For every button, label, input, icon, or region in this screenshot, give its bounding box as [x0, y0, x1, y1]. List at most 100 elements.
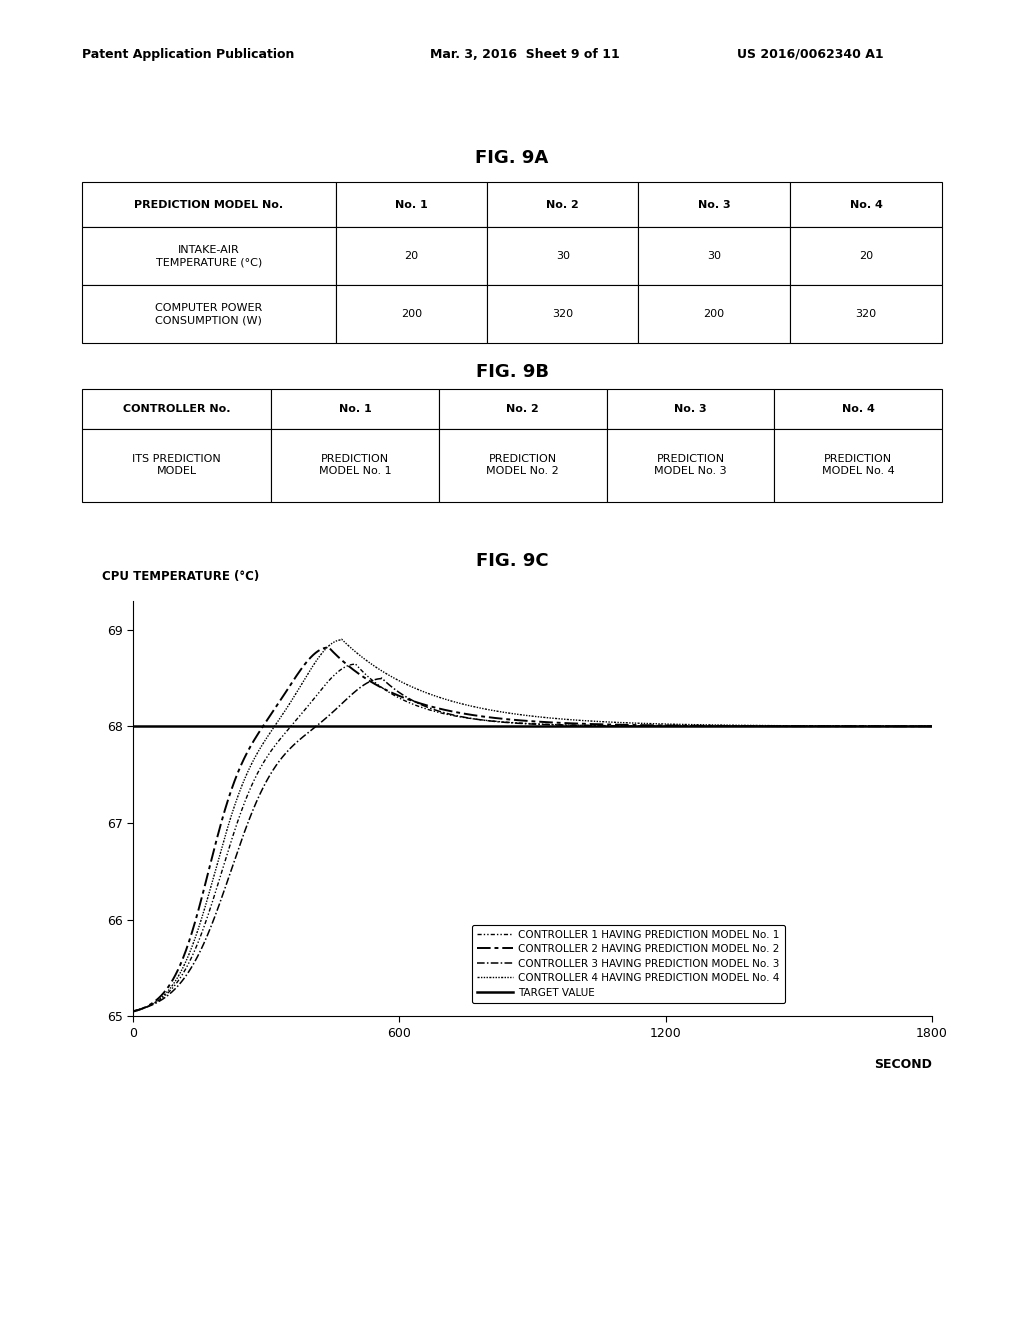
CONTROLLER 3 HAVING PREDICTION MODEL No. 3: [168, 982, 180, 998]
Bar: [336, 227, 487, 285]
Text: No. 2: No. 2: [507, 404, 539, 414]
Bar: [82, 285, 336, 343]
Bar: [336, 285, 487, 343]
CONTROLLER 4 HAVING PREDICTION MODEL No. 4: [127, 1003, 139, 1019]
Bar: [271, 389, 439, 429]
CONTROLLER 1 HAVING PREDICTION MODEL No. 1: [127, 1003, 139, 1019]
CONTROLLER 4 HAVING PREDICTION MODEL No. 4: [495, 704, 507, 719]
CONTROLLER 1 HAVING PREDICTION MODEL No. 1: [516, 715, 528, 731]
Text: Patent Application Publication: Patent Application Publication: [82, 48, 294, 61]
Bar: [271, 429, 439, 502]
Text: FIG. 9A: FIG. 9A: [475, 149, 549, 168]
Text: 20: 20: [859, 251, 873, 261]
Bar: [336, 182, 487, 227]
CONTROLLER 2 HAVING PREDICTION MODEL No. 2: [902, 718, 914, 734]
CONTROLLER 2 HAVING PREDICTION MODEL No. 2: [516, 713, 528, 729]
Text: INTAKE-AIR
TEMPERATURE (°C): INTAKE-AIR TEMPERATURE (°C): [156, 246, 262, 267]
CONTROLLER 3 HAVING PREDICTION MODEL No. 3: [903, 718, 915, 734]
Text: No. 4: No. 4: [850, 199, 883, 210]
Bar: [487, 227, 638, 285]
Text: PREDICTION
MODEL No. 4: PREDICTION MODEL No. 4: [822, 454, 895, 477]
Text: 320: 320: [552, 309, 573, 319]
Bar: [439, 389, 606, 429]
CONTROLLER 3 HAVING PREDICTION MODEL No. 3: [516, 715, 528, 731]
Bar: [487, 182, 638, 227]
Legend: CONTROLLER 1 HAVING PREDICTION MODEL No. 1, CONTROLLER 2 HAVING PREDICTION MODEL: CONTROLLER 1 HAVING PREDICTION MODEL No.…: [472, 924, 785, 1003]
CONTROLLER 1 HAVING PREDICTION MODEL No. 1: [168, 978, 180, 994]
Text: No. 3: No. 3: [697, 199, 730, 210]
Text: CONTROLLER No.: CONTROLLER No.: [123, 404, 230, 414]
Bar: [606, 429, 774, 502]
CONTROLLER 2 HAVING PREDICTION MODEL No. 2: [495, 710, 507, 726]
Text: US 2016/0062340 A1: US 2016/0062340 A1: [737, 48, 884, 61]
Line: CONTROLLER 4 HAVING PREDICTION MODEL No. 4: CONTROLLER 4 HAVING PREDICTION MODEL No.…: [133, 639, 932, 1011]
Text: 200: 200: [400, 309, 422, 319]
Text: ITS PREDICTION
MODEL: ITS PREDICTION MODEL: [132, 454, 221, 477]
CONTROLLER 2 HAVING PREDICTION MODEL No. 2: [127, 1003, 139, 1019]
Bar: [774, 389, 942, 429]
Text: 320: 320: [855, 309, 877, 319]
Text: 30: 30: [708, 251, 721, 261]
Text: FIG. 9B: FIG. 9B: [475, 363, 549, 381]
CONTROLLER 4 HAVING PREDICTION MODEL No. 4: [168, 975, 180, 991]
CONTROLLER 3 HAVING PREDICTION MODEL No. 3: [127, 1003, 139, 1019]
Bar: [82, 389, 271, 429]
Text: Mar. 3, 2016  Sheet 9 of 11: Mar. 3, 2016 Sheet 9 of 11: [430, 48, 620, 61]
Line: CONTROLLER 3 HAVING PREDICTION MODEL No. 3: CONTROLLER 3 HAVING PREDICTION MODEL No.…: [133, 678, 932, 1011]
Text: PREDICTION
MODEL No. 1: PREDICTION MODEL No. 1: [318, 454, 391, 477]
CONTROLLER 4 HAVING PREDICTION MODEL No. 4: [926, 718, 938, 734]
CONTROLLER 4 HAVING PREDICTION MODEL No. 4: [903, 718, 915, 734]
CONTROLLER 4 HAVING PREDICTION MODEL No. 4: [336, 631, 348, 647]
Text: No. 1: No. 1: [395, 199, 428, 210]
Text: No. 3: No. 3: [674, 404, 707, 414]
Bar: [606, 389, 774, 429]
CONTROLLER 3 HAVING PREDICTION MODEL No. 3: [757, 718, 769, 734]
Text: 200: 200: [703, 309, 725, 319]
CONTROLLER 1 HAVING PREDICTION MODEL No. 1: [495, 714, 507, 730]
Bar: [82, 227, 336, 285]
Text: No. 1: No. 1: [339, 404, 372, 414]
Bar: [82, 182, 336, 227]
CONTROLLER 1 HAVING PREDICTION MODEL No. 1: [757, 718, 769, 734]
Bar: [82, 429, 271, 502]
Line: CONTROLLER 2 HAVING PREDICTION MODEL No. 2: CONTROLLER 2 HAVING PREDICTION MODEL No.…: [133, 647, 932, 1011]
Text: PREDICTION
MODEL No. 3: PREDICTION MODEL No. 3: [654, 454, 727, 477]
Text: 20: 20: [404, 251, 419, 261]
CONTROLLER 2 HAVING PREDICTION MODEL No. 2: [323, 639, 335, 655]
CONTROLLER 4 HAVING PREDICTION MODEL No. 4: [757, 718, 769, 734]
Bar: [638, 285, 790, 343]
CONTROLLER 3 HAVING PREDICTION MODEL No. 3: [926, 718, 938, 734]
Bar: [790, 227, 942, 285]
CONTROLLER 1 HAVING PREDICTION MODEL No. 1: [349, 656, 361, 672]
Text: PREDICTION MODEL No.: PREDICTION MODEL No.: [134, 199, 284, 210]
CONTROLLER 3 HAVING PREDICTION MODEL No. 3: [495, 714, 507, 730]
CONTROLLER 1 HAVING PREDICTION MODEL No. 1: [926, 718, 938, 734]
Bar: [638, 227, 790, 285]
CONTROLLER 3 HAVING PREDICTION MODEL No. 3: [376, 671, 388, 686]
CONTROLLER 2 HAVING PREDICTION MODEL No. 2: [757, 718, 769, 734]
Bar: [790, 182, 942, 227]
TARGET VALUE: [127, 718, 139, 734]
Text: No. 4: No. 4: [842, 404, 874, 414]
TARGET VALUE: [127, 718, 139, 734]
CONTROLLER 2 HAVING PREDICTION MODEL No. 2: [903, 718, 915, 734]
CONTROLLER 1 HAVING PREDICTION MODEL No. 1: [903, 718, 915, 734]
Bar: [439, 429, 606, 502]
Bar: [774, 429, 942, 502]
CONTROLLER 3 HAVING PREDICTION MODEL No. 3: [902, 718, 914, 734]
Line: CONTROLLER 1 HAVING PREDICTION MODEL No. 1: CONTROLLER 1 HAVING PREDICTION MODEL No.…: [133, 664, 932, 1011]
Text: FIG. 9C: FIG. 9C: [476, 552, 548, 570]
CONTROLLER 2 HAVING PREDICTION MODEL No. 2: [926, 718, 938, 734]
Text: SECOND: SECOND: [873, 1059, 932, 1071]
Text: 30: 30: [556, 251, 569, 261]
Bar: [487, 285, 638, 343]
Bar: [790, 285, 942, 343]
CONTROLLER 4 HAVING PREDICTION MODEL No. 4: [516, 708, 528, 723]
Text: CPU TEMPERATURE (°C): CPU TEMPERATURE (°C): [102, 570, 260, 583]
Text: No. 2: No. 2: [547, 199, 580, 210]
Bar: [638, 182, 790, 227]
CONTROLLER 4 HAVING PREDICTION MODEL No. 4: [902, 718, 914, 734]
Text: PREDICTION
MODEL No. 2: PREDICTION MODEL No. 2: [486, 454, 559, 477]
Text: COMPUTER POWER
CONSUMPTION (W): COMPUTER POWER CONSUMPTION (W): [156, 304, 262, 325]
CONTROLLER 1 HAVING PREDICTION MODEL No. 1: [902, 718, 914, 734]
